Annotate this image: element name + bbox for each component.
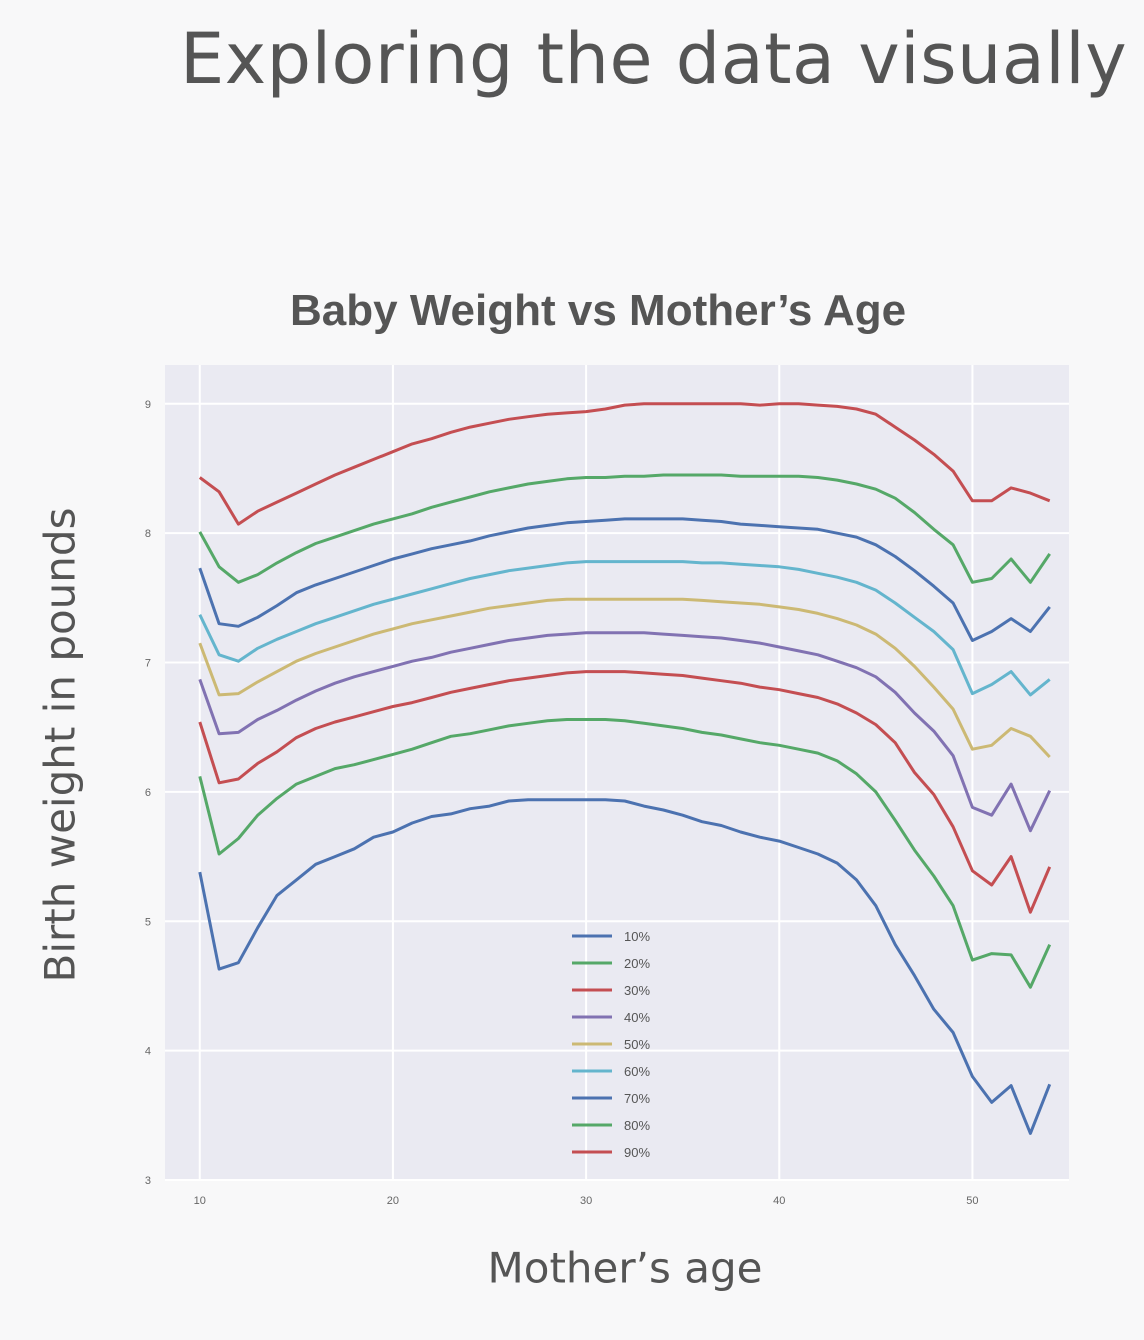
y-tick-label: 4: [145, 1046, 151, 1058]
legend-label: 90%: [624, 1145, 650, 1160]
legend-label: 80%: [624, 1118, 650, 1133]
y-tick-label: 9: [145, 399, 151, 411]
plot-area: [165, 365, 1069, 1180]
series-line-30pct: [198, 670, 1052, 914]
y-axis-label: Birth weight in pounds: [35, 507, 85, 983]
legend-label: 40%: [624, 1010, 650, 1025]
chart-title: Baby Weight vs Mother’s Age: [290, 286, 907, 335]
legend-label: 50%: [624, 1037, 650, 1052]
y-tick-label: 6: [145, 787, 151, 799]
series-line-50pct: [198, 597, 1051, 759]
y-tick-label: 3: [145, 1175, 151, 1187]
x-tick-label: 40: [773, 1195, 785, 1207]
series-line-10pct: [198, 798, 1052, 1135]
legend: 10% 20% 30% 40% 50% 60% 70% 80% 90%: [572, 929, 650, 1160]
series-line-60pct: [198, 560, 1051, 697]
x-tick-label: 10: [194, 1195, 206, 1207]
series-line-90pct: [198, 402, 1051, 526]
legend-label: 20%: [624, 956, 650, 971]
legend-label: 70%: [624, 1091, 650, 1106]
legend-label: 10%: [624, 929, 650, 944]
x-axis-label: Mother’s age: [487, 1243, 763, 1293]
series-line-80pct: [198, 473, 1051, 584]
x-tick-label: 50: [966, 1195, 978, 1207]
x-tick-label: 30: [580, 1195, 592, 1207]
series-line-20pct: [198, 718, 1052, 989]
legend-label: 60%: [624, 1064, 650, 1079]
tick-labels: 10 20 30 40 50 3 4 5 6 7 8 9: [145, 399, 979, 1207]
x-tick-label: 20: [387, 1195, 399, 1207]
y-tick-label: 7: [145, 658, 151, 670]
series-lines: [198, 402, 1052, 1135]
y-tick-label: 5: [145, 916, 151, 928]
legend-label: 30%: [624, 983, 650, 998]
y-tick-label: 8: [145, 528, 151, 540]
slide-title: Exploring the data visually: [180, 18, 1128, 100]
series-line-40pct: [198, 631, 1052, 833]
series-line-70pct: [198, 517, 1051, 642]
